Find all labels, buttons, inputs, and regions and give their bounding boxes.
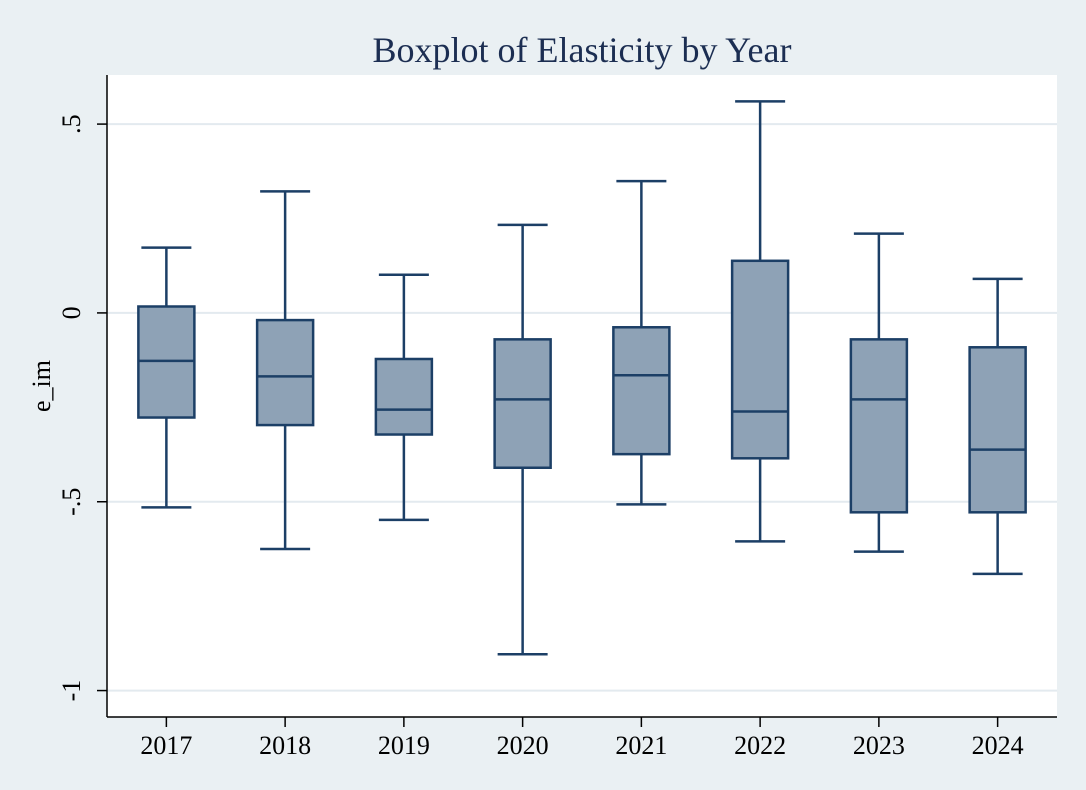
box-2022 — [730, 100, 790, 543]
y-tick-label: .5 — [57, 114, 86, 134]
iqr-box — [612, 326, 671, 456]
x-tick-label: 2024 — [972, 731, 1024, 760]
iqr-box — [493, 338, 552, 470]
y-ticks: .5 0 -.5 -1 — [57, 114, 107, 701]
x-ticks: 2017 2018 2019 2020 2021 2022 2023 2024 — [140, 717, 1024, 760]
x-tick-label: 2023 — [853, 731, 905, 760]
box-2021 — [612, 179, 671, 506]
chart-title: Boxplot of Elasticity by Year — [373, 30, 792, 70]
y-tick-label: -.5 — [57, 488, 86, 516]
x-tick-label: 2018 — [259, 731, 311, 760]
iqr-box — [255, 318, 315, 427]
box-2023 — [849, 232, 909, 553]
axes — [106, 75, 1057, 718]
box-2017 — [137, 246, 196, 509]
box-2019 — [374, 273, 434, 522]
x-tick-label: 2017 — [140, 731, 192, 760]
x-tick-label: 2019 — [378, 731, 430, 760]
x-tick-label: 2020 — [497, 731, 549, 760]
gridlines — [107, 123, 1057, 692]
x-tick-label: 2021 — [615, 731, 667, 760]
iqr-box — [968, 346, 1027, 514]
x-tick-label: 2022 — [734, 731, 786, 760]
y-axis-label: e_im — [27, 360, 56, 412]
boxes — [137, 100, 1027, 656]
y-tick-label: 0 — [57, 306, 86, 319]
iqr-box — [730, 259, 790, 460]
box-2018 — [255, 190, 315, 551]
iqr-box — [374, 357, 434, 436]
iqr-box — [849, 338, 909, 514]
plot-area — [107, 75, 1057, 717]
box-2020 — [493, 223, 552, 656]
y-tick-label: -1 — [57, 680, 86, 702]
box-2024 — [968, 277, 1027, 576]
